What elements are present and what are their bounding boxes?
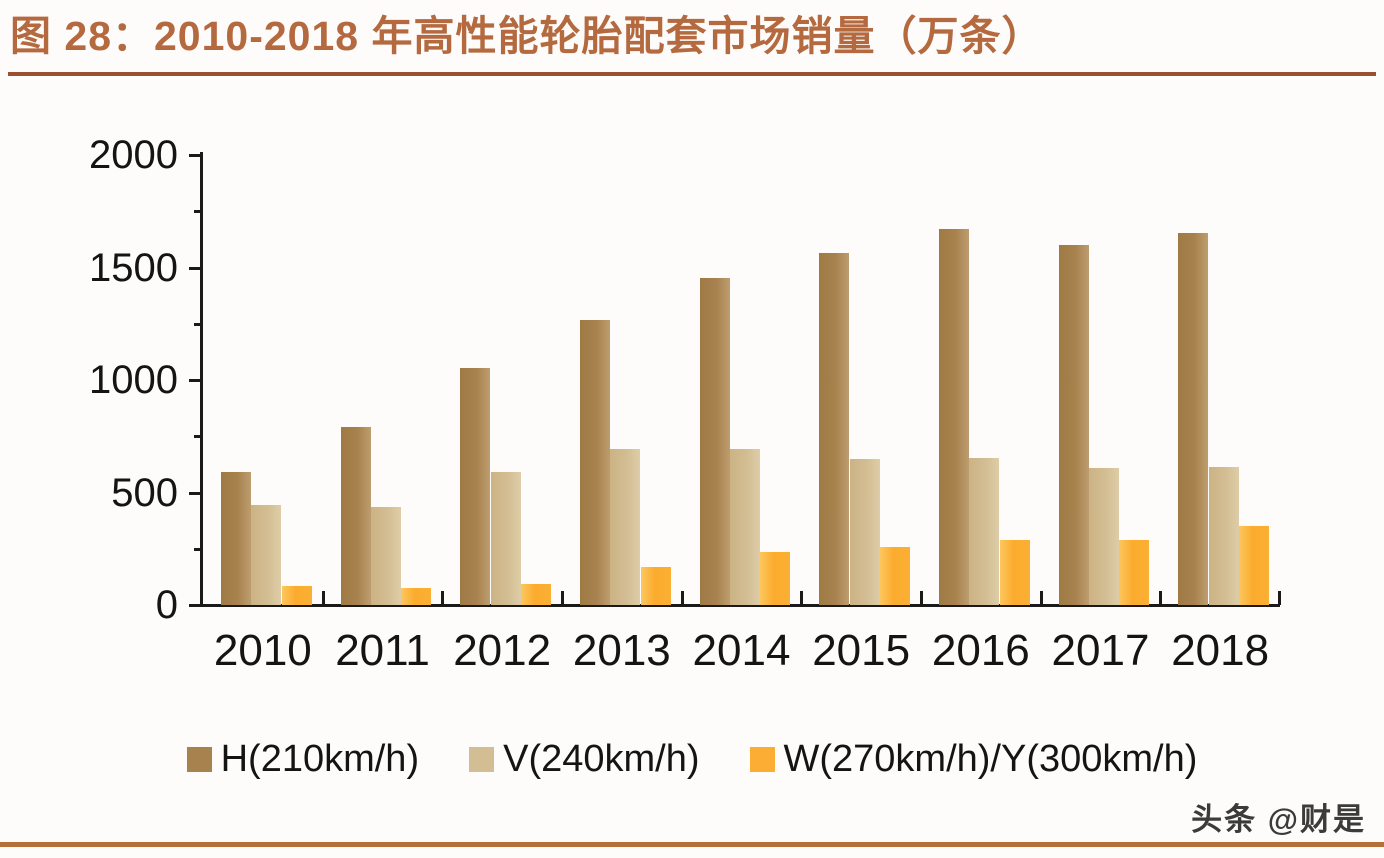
bar-h210 xyxy=(1058,245,1089,605)
x-axis-label: 2011 xyxy=(335,626,430,675)
bar-h210 xyxy=(939,229,969,605)
x-axis-label: 2015 xyxy=(812,626,911,675)
y-minor-tick xyxy=(194,322,203,326)
bar-h210 xyxy=(340,427,371,605)
legend-label-w270y300: W(270km/h)/Y(300km/h) xyxy=(783,738,1198,780)
x-axis-line xyxy=(200,604,1280,607)
bar-h210 xyxy=(819,252,850,605)
x-axis-tick xyxy=(561,591,564,605)
legend-item-v240: V(240km/h) xyxy=(469,738,700,781)
y-major-tick xyxy=(189,491,203,495)
y-minor-tick xyxy=(194,435,203,439)
bar-v240 xyxy=(730,448,761,605)
x-axis-label: 2018 xyxy=(1171,626,1270,675)
x-axis-tick xyxy=(1039,591,1043,605)
x-axis-tick xyxy=(800,591,804,605)
watermark-text: 头条 @财是 xyxy=(1191,802,1366,837)
bar-v240 xyxy=(371,507,402,605)
bottom-divider-rule xyxy=(0,842,1384,847)
bar-h210 xyxy=(580,320,610,605)
bar-w270y300 xyxy=(1239,526,1270,605)
y-axis-label: 0 xyxy=(155,583,178,627)
bar-v240 xyxy=(610,448,641,605)
x-axis-label: 2014 xyxy=(692,626,791,675)
x-axis-tick xyxy=(321,591,325,605)
bar-w270y300 xyxy=(999,539,1030,605)
bar-v240 xyxy=(1089,467,1120,605)
x-axis-label: 2013 xyxy=(572,626,671,675)
bar-w270y300 xyxy=(401,588,432,605)
bar-v240 xyxy=(490,472,521,605)
y-major-tick xyxy=(189,154,203,157)
y-axis-label: 500 xyxy=(111,470,178,515)
bar-w270y300 xyxy=(521,583,552,605)
y-minor-tick xyxy=(194,547,203,551)
bar-w270y300 xyxy=(880,546,911,605)
bar-v240 xyxy=(849,458,880,605)
legend-swatch-v240 xyxy=(469,747,495,772)
bar-w270y300 xyxy=(281,585,312,605)
bar-w270y300 xyxy=(640,566,671,605)
x-axis-label: 2017 xyxy=(1051,626,1150,675)
bar-w270y300 xyxy=(760,552,791,605)
bar-w270y300 xyxy=(1119,539,1150,605)
x-axis-tick xyxy=(920,591,923,605)
y-axis-label: 1000 xyxy=(89,358,178,402)
bar-h210 xyxy=(699,277,730,605)
legend-swatch-h210 xyxy=(186,747,212,772)
x-axis-label: 2016 xyxy=(931,626,1030,675)
x-axis-label: 2010 xyxy=(213,626,312,675)
legend-item-w270y300: W(270km/h)/Y(300km/h) xyxy=(749,738,1198,781)
bar-v240 xyxy=(1208,466,1239,605)
legend-swatch-w270y300 xyxy=(749,747,775,772)
bar-v240 xyxy=(969,457,1000,605)
legend-label-v240: V(240km/h) xyxy=(503,738,700,780)
y-major-tick xyxy=(189,266,203,270)
y-axis-label: 2000 xyxy=(89,133,178,177)
x-axis-end-tick xyxy=(1278,591,1281,605)
y-axis-label: 1500 xyxy=(89,245,178,290)
y-major-tick xyxy=(189,604,203,607)
bar-h210 xyxy=(460,367,491,605)
x-axis-tick xyxy=(441,591,445,605)
x-axis-tick xyxy=(680,591,684,605)
legend-label-h210: H(210km/h) xyxy=(220,738,420,780)
y-major-tick xyxy=(189,379,203,382)
x-axis-label: 2012 xyxy=(453,626,552,675)
figure-title: 图 28：2010-2018 年高性能轮胎配套市场销量（万条） xyxy=(10,13,1044,59)
y-minor-tick xyxy=(194,210,203,214)
legend-item-h210: H(210km/h) xyxy=(186,738,420,781)
bar-h210 xyxy=(221,472,251,605)
bar-v240 xyxy=(251,504,282,605)
chart-legend: H(210km/h) V(240km/h) W(270km/h)/Y(300km/h… xyxy=(0,738,1384,781)
title-divider-rule xyxy=(8,72,1376,76)
bar-h210 xyxy=(1178,232,1209,605)
x-axis-tick xyxy=(1159,591,1163,605)
